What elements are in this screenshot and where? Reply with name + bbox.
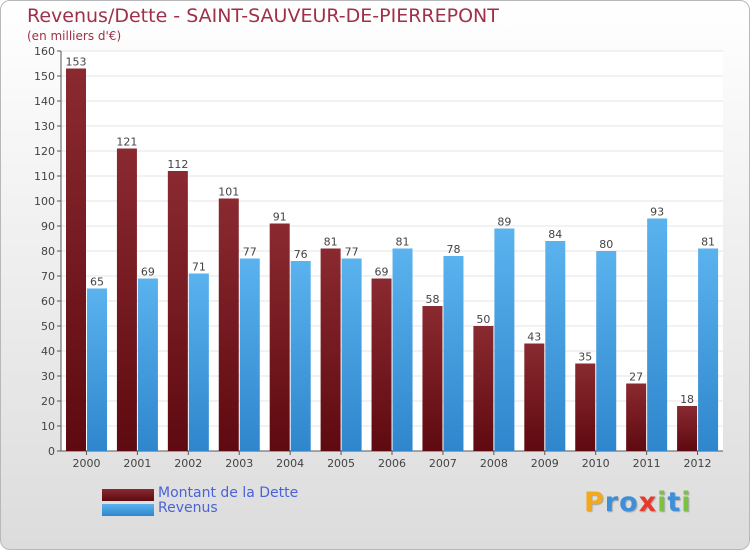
bar-revenus: [87, 288, 107, 451]
data-label: 112: [167, 158, 188, 171]
data-label: 81: [396, 236, 410, 249]
y-tick-label: 100: [34, 195, 55, 208]
legend-swatch-dette: [102, 489, 154, 501]
logo-letter: o: [619, 487, 639, 518]
bar-dette: [524, 343, 545, 451]
proxiti-logo: Proxiti: [584, 487, 692, 518]
bar-dette: [473, 326, 494, 451]
data-label: 58: [425, 293, 439, 306]
x-tick-label: 2000: [72, 457, 100, 470]
bar-dette: [269, 223, 290, 451]
data-label: 153: [66, 56, 87, 69]
y-tick-label: 70: [41, 270, 55, 283]
x-tick-label: 2001: [123, 457, 151, 470]
data-label: 93: [650, 206, 664, 219]
y-tick-label: 120: [34, 145, 55, 158]
y-tick-label: 140: [34, 95, 55, 108]
data-label: 27: [629, 371, 643, 384]
data-label: 35: [578, 351, 592, 364]
logo-letter: P: [584, 487, 605, 518]
bar-dette: [677, 406, 698, 451]
data-label: 76: [294, 248, 308, 261]
bar-dette: [371, 278, 392, 451]
bar-revenus: [545, 241, 566, 451]
data-label: 69: [375, 266, 389, 279]
y-tick-label: 60: [41, 295, 55, 308]
data-label: 91: [273, 211, 287, 224]
bar-revenus: [494, 228, 515, 451]
data-label: 121: [116, 136, 137, 149]
x-tick-label: 2011: [633, 457, 661, 470]
data-label: 43: [527, 331, 541, 344]
data-label: 89: [497, 216, 511, 229]
x-tick-label: 2007: [429, 457, 457, 470]
chart-title: Revenus/Dette - SAINT-SAUVEUR-DE-PIERREP…: [27, 5, 499, 27]
bar-revenus: [239, 258, 260, 451]
data-label: 65: [90, 276, 104, 289]
x-tick-label: 2004: [276, 457, 304, 470]
bar-revenus: [698, 248, 719, 451]
x-tick-label: 2005: [327, 457, 355, 470]
bar-dette: [66, 68, 86, 451]
y-tick-label: 110: [34, 170, 55, 183]
y-tick-label: 150: [34, 70, 55, 83]
bar-revenus: [392, 248, 413, 451]
logo-letter: x: [638, 487, 658, 518]
x-tick-label: 2002: [174, 457, 202, 470]
legend-swatch-revenus: [102, 504, 154, 516]
bar-revenus: [647, 218, 668, 451]
y-tick-label: 20: [41, 395, 55, 408]
y-tick-label: 0: [48, 445, 55, 458]
y-tick-label: 160: [34, 45, 55, 58]
y-tick-label: 90: [41, 220, 55, 233]
data-label: 71: [192, 261, 206, 274]
data-label: 50: [476, 313, 490, 326]
bar-revenus: [443, 256, 464, 451]
data-label: 78: [446, 243, 460, 256]
x-tick-label: 2008: [480, 457, 508, 470]
logo-letter: i: [681, 487, 692, 518]
bar-dette: [575, 363, 596, 451]
data-label: 101: [218, 186, 239, 199]
y-tick-label: 10: [41, 420, 55, 433]
x-tick-label: 2010: [582, 457, 610, 470]
bar-revenus: [341, 258, 362, 451]
data-label: 81: [324, 236, 338, 249]
bar-revenus: [137, 278, 158, 451]
bar-dette: [422, 306, 443, 451]
bar-dette: [320, 248, 341, 451]
data-label: 18: [680, 393, 694, 406]
data-label: 80: [599, 238, 613, 251]
data-label: 84: [548, 228, 562, 241]
data-label: 81: [701, 236, 715, 249]
bar-dette: [116, 148, 137, 451]
bar-revenus: [290, 261, 311, 451]
data-label: 77: [345, 246, 359, 259]
x-tick-label: 2012: [684, 457, 712, 470]
x-tick-label: 2009: [531, 457, 559, 470]
y-tick-label: 40: [41, 345, 55, 358]
data-label: 77: [243, 246, 257, 259]
logo-letter: i: [657, 487, 668, 518]
bar-revenus: [596, 251, 617, 451]
y-tick-label: 80: [41, 245, 55, 258]
legend-label-dette: Montant de la Dette: [158, 485, 299, 501]
logo-letter: r: [604, 487, 620, 518]
chart-subtitle: (en milliers d'€): [27, 29, 122, 43]
bar-dette: [167, 171, 188, 451]
x-tick-label: 2006: [378, 457, 406, 470]
y-tick-label: 50: [41, 320, 55, 333]
y-tick-label: 30: [41, 370, 55, 383]
data-label: 69: [141, 266, 155, 279]
x-tick-label: 2003: [225, 457, 253, 470]
legend-label-revenus: Revenus: [158, 500, 218, 516]
y-tick-label: 130: [34, 120, 55, 133]
logo-letter: t: [667, 487, 682, 518]
bar-dette: [626, 383, 647, 451]
bar-dette: [218, 198, 239, 451]
bar-revenus: [188, 273, 209, 451]
